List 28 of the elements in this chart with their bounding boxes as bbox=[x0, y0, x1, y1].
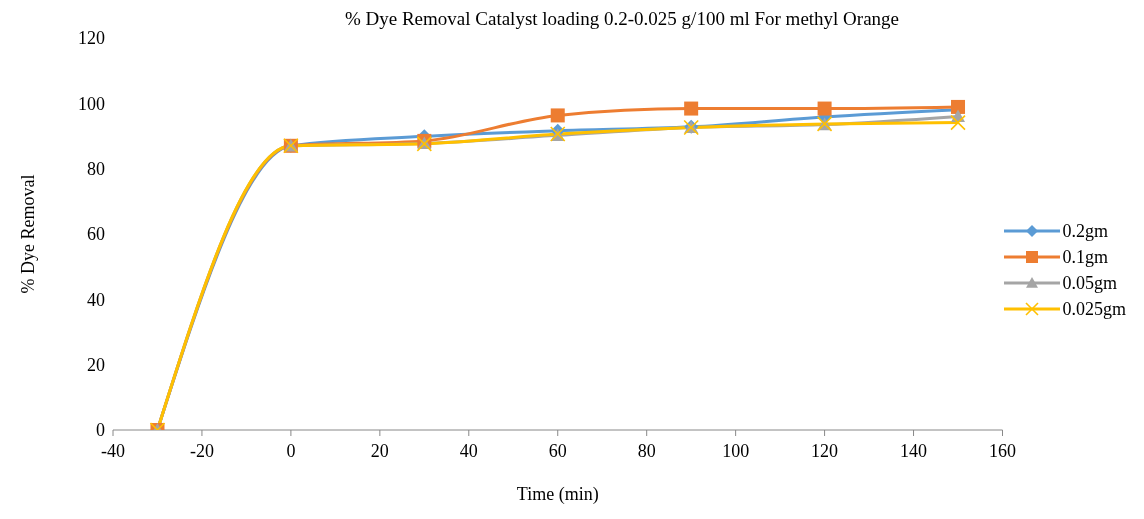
y-tick-label: 100 bbox=[78, 93, 105, 114]
legend-label: 0.05gm bbox=[1062, 272, 1117, 294]
x-tick-label: 100 bbox=[722, 440, 750, 461]
y-tick-label: 60 bbox=[87, 224, 105, 245]
x-axis-title: Time (min) bbox=[516, 484, 599, 505]
y-tick-label: 0 bbox=[96, 420, 105, 441]
x-tick-label: 20 bbox=[370, 440, 389, 461]
point bbox=[817, 101, 832, 116]
chart-title: % Dye Removal Catalyst loading 0.2-0.025 g/100 ml For methyl Orange bbox=[343, 8, 901, 30]
legend-label: 0.2gm bbox=[1062, 220, 1108, 242]
y-axis-title: % Dye Removal bbox=[18, 174, 39, 294]
x-tick-label: 120 bbox=[811, 440, 839, 461]
x-tick-label: -40 bbox=[101, 440, 125, 461]
point bbox=[684, 101, 699, 116]
legend-label: 0.025gm bbox=[1062, 298, 1126, 320]
x-tick-label: 160 bbox=[988, 440, 1016, 461]
x-tick-label: 40 bbox=[459, 440, 478, 461]
y-tick-label: 20 bbox=[87, 355, 105, 376]
y-tick-label: 80 bbox=[87, 159, 105, 180]
x-tick-label: 140 bbox=[900, 440, 928, 461]
y-tick-label: 120 bbox=[78, 28, 105, 49]
x-tick-label: -20 bbox=[189, 440, 214, 461]
point bbox=[550, 108, 565, 123]
x-tick-label: 60 bbox=[548, 440, 567, 461]
x-tick-label: 80 bbox=[637, 440, 656, 461]
legend-label: 0.1gm bbox=[1062, 246, 1108, 268]
x-tick-label: 0 bbox=[286, 440, 296, 461]
y-tick-label: 40 bbox=[87, 289, 105, 310]
